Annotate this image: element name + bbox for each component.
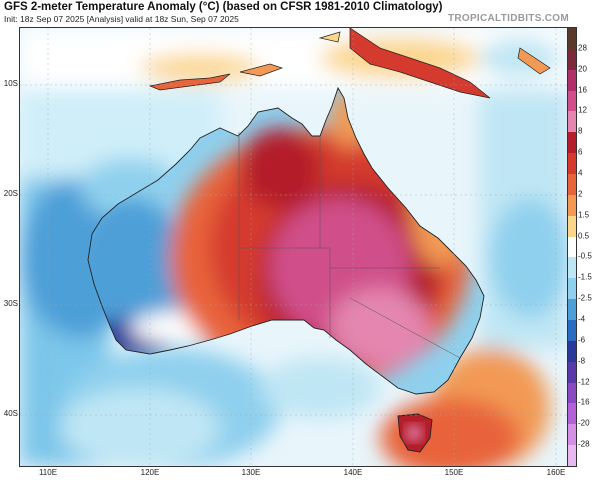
map-title: GFS 2-meter Temperature Anomaly (°C) (ba… bbox=[4, 1, 443, 13]
colorbar-tick-label: 0.5 bbox=[578, 231, 590, 241]
lon-label-150e: 150E bbox=[444, 468, 464, 477]
lon-label-110e: 110E bbox=[38, 468, 58, 477]
colorbar-segment bbox=[568, 445, 576, 467]
colorbar-segment bbox=[568, 174, 576, 196]
colorbar-segment bbox=[568, 90, 576, 112]
colorbar-segment bbox=[568, 340, 576, 363]
lon-label-160e: 160E bbox=[546, 468, 566, 477]
colorbar-tick-label: -12 bbox=[578, 377, 590, 387]
colorbar-segment bbox=[568, 382, 576, 404]
map-subtitle: Init: 18z Sep 07 2025 [Analysis] valid a… bbox=[4, 14, 239, 24]
colorbar-segment bbox=[568, 215, 576, 238]
colorbar-segment bbox=[568, 194, 576, 217]
northern-islands bbox=[148, 28, 551, 99]
colorbar-tick-label: -16 bbox=[578, 397, 590, 407]
australia-coastline bbox=[87, 86, 485, 395]
colorbar bbox=[567, 27, 577, 467]
lon-label-120e: 120E bbox=[140, 468, 160, 477]
colorbar-tick-label: 6 bbox=[578, 147, 583, 157]
colorbar-tick-label: 20 bbox=[578, 64, 587, 74]
colorbar-tick-label: 8 bbox=[578, 126, 583, 136]
colorbar-segment bbox=[568, 257, 576, 279]
colorbar-segment bbox=[568, 403, 576, 425]
colorbar-tick-label: -1.5 bbox=[578, 272, 592, 282]
lon-label-140e: 140E bbox=[343, 468, 363, 477]
lat-label-20s: 20S bbox=[3, 189, 18, 198]
colorbar-tick-label: 1.5 bbox=[578, 210, 590, 220]
colorbar-tick-label: -2.5 bbox=[578, 293, 592, 303]
colorbar-tick-label: -8 bbox=[578, 356, 586, 366]
lat-label-10s: 10S bbox=[3, 79, 18, 88]
state-borders bbox=[238, 132, 461, 359]
colorbar-segment bbox=[568, 299, 576, 321]
lat-label-30s: 30S bbox=[3, 299, 18, 308]
colorbar-segment bbox=[568, 361, 576, 384]
lon-label-130e: 130E bbox=[241, 468, 261, 477]
colorbar-tick-label: -28 bbox=[578, 439, 590, 449]
colorbar-tick-label: 4 bbox=[578, 168, 583, 178]
colorbar-segment bbox=[568, 111, 576, 133]
colorbar-segment bbox=[568, 132, 576, 154]
colorbar-tick-label: -20 bbox=[578, 418, 590, 428]
colorbar-segment bbox=[568, 320, 576, 342]
colorbar-tick-label: -4 bbox=[578, 314, 586, 324]
colorbar-segment bbox=[568, 236, 576, 258]
lat-label-40s: 40S bbox=[3, 409, 18, 418]
graticule bbox=[20, 28, 568, 466]
colorbar-segment bbox=[568, 48, 576, 71]
colorbar-tick-label: 16 bbox=[578, 85, 587, 95]
anomaly-map bbox=[19, 27, 569, 467]
colorbar-segment bbox=[568, 28, 576, 50]
colorbar-segment bbox=[568, 278, 576, 300]
source-watermark: TROPICALTIDBITS.COM bbox=[447, 13, 569, 24]
colorbar-tick-label: -0.5 bbox=[578, 251, 592, 261]
colorbar-tick-label: 2 bbox=[578, 189, 583, 199]
colorbar-segment bbox=[568, 153, 576, 175]
colorbar-tick-label: 12 bbox=[578, 105, 587, 115]
colorbar-segment bbox=[568, 69, 576, 92]
colorbar-segment bbox=[568, 424, 576, 446]
colorbar-tick-label: 28 bbox=[578, 43, 587, 53]
colorbar-tick-label: -6 bbox=[578, 335, 586, 345]
